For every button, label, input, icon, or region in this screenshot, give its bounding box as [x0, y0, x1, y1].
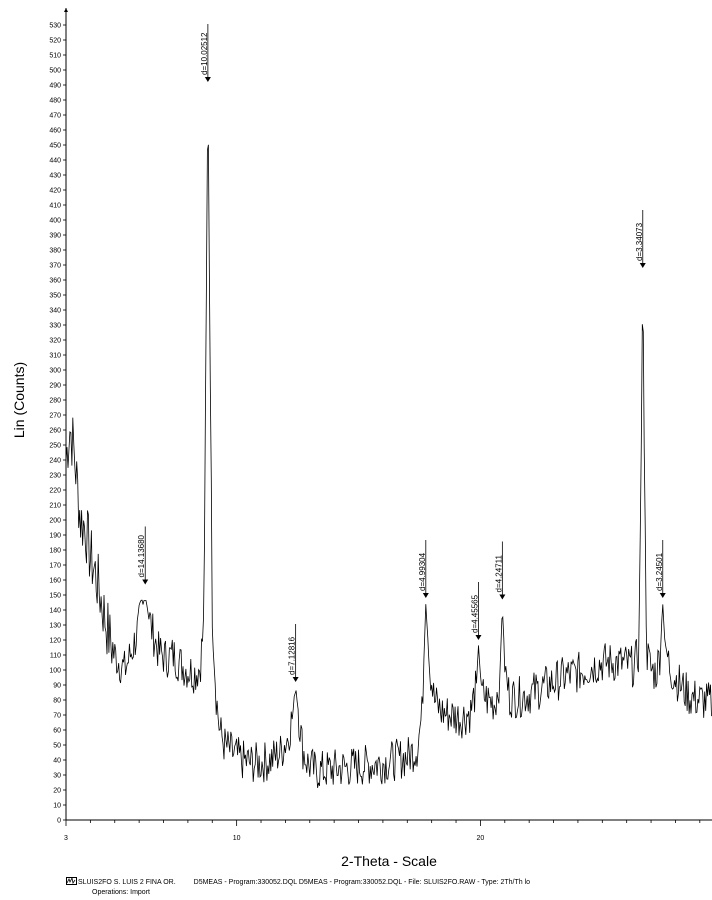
y-tick-label: 340 [49, 308, 61, 315]
peak-marker: d=4.24711 [494, 541, 506, 600]
peak-arrow [499, 594, 506, 600]
sample-name: SLUIS2FO S. LUIS 2 FINA OR. [78, 879, 176, 886]
peak-marker: d=3.34073 [635, 210, 646, 268]
diffractogram-series [65, 144, 712, 788]
peak-label: d=3.24501 [655, 552, 664, 591]
y-tick-label: 430 [49, 173, 61, 180]
y-tick-label: 220 [49, 488, 61, 495]
peak-label: d=4.24711 [494, 555, 503, 593]
peak-marker: d=7.12816 [288, 624, 299, 682]
peak-label: d=4.99304 [418, 552, 427, 591]
y-tick-label: 160 [49, 578, 61, 585]
y-tick-label: 130 [49, 623, 61, 630]
y-tick-label: 450 [49, 143, 61, 150]
peak-arrow [204, 77, 211, 82]
y-tick-label: 10 [53, 803, 61, 810]
y-axis-arrow [64, 8, 68, 12]
peak-markers: d=14.13680 d=10.02512 d=7.12816 d=4.99304 d=… [137, 24, 666, 682]
y-tick-label: 170 [49, 563, 61, 570]
y-tick-label: 480 [49, 98, 61, 105]
y-tick-label: 390 [49, 233, 61, 240]
peak-arrow [475, 635, 482, 640]
y-tick-label: 50 [53, 743, 61, 750]
y-tick-label: 380 [49, 248, 61, 255]
y-tick-label: 180 [49, 548, 61, 555]
y-tick-label: 20 [53, 788, 61, 795]
y-tick-label: 260 [49, 428, 61, 435]
y-tick-label: 270 [49, 413, 61, 420]
y-tick-label: 330 [49, 323, 61, 330]
x-axis-title: 2-Theta - Scale [341, 853, 437, 869]
peak-marker: d=4.45565 [470, 582, 482, 640]
y-axis-title: Lin (Counts) [11, 362, 27, 438]
peak-label: d=4.45565 [470, 594, 479, 633]
scan-info: SLUIS2FO S. LUIS 2 FINA OR. D5MEAS - Prog… [66, 877, 530, 898]
x-tick-label: 3 [64, 835, 68, 842]
y-tick-label: 40 [53, 758, 61, 765]
y-tick-label: 70 [53, 713, 61, 720]
y-tick-label: 500 [49, 68, 61, 75]
y-tick-label: 300 [49, 368, 61, 375]
y-tick-label: 310 [49, 353, 61, 360]
y-tick-label: 350 [49, 293, 61, 300]
peak-arrow [142, 579, 149, 585]
y-tick-label: 250 [49, 443, 61, 450]
series-line [65, 144, 712, 788]
y-tick-label: 0 [57, 818, 61, 825]
peak-label: d=3.34073 [635, 222, 644, 261]
y-tick-label: 120 [49, 638, 61, 645]
y-tick-label: 230 [49, 473, 61, 480]
y-tick-label: 470 [49, 113, 61, 120]
y-tick-label: 320 [49, 338, 61, 345]
y-tick-label: 190 [49, 533, 61, 540]
peak-arrow [639, 263, 646, 268]
y-tick-label: 360 [49, 278, 61, 285]
peak-marker: d=4.99304 [418, 540, 429, 598]
y-tick-label: 460 [49, 128, 61, 135]
y-tick-label: 200 [49, 518, 61, 525]
y-tick-label: 30 [53, 773, 61, 780]
peak-label: d=10.02512 [200, 32, 209, 75]
x-tick-label: 10 [233, 835, 241, 842]
x-axis: 3 10 20 [64, 819, 712, 842]
y-tick-label: 60 [53, 728, 61, 735]
y-tick-label: 530 [49, 23, 61, 30]
y-tick-label: 440 [49, 158, 61, 165]
y-tick-label: 400 [49, 218, 61, 225]
y-tick-label: 490 [49, 83, 61, 90]
y-tick-label: 90 [53, 683, 61, 690]
operations-text: Operations: Import [92, 889, 150, 896]
peak-arrow [422, 593, 429, 598]
y-tick-label: 420 [49, 188, 61, 195]
x-tick-label: 20 [477, 835, 485, 842]
y-tick-label: 110 [50, 653, 61, 660]
peak-label: d=7.12816 [288, 636, 297, 675]
y-tick-label: 410 [49, 203, 61, 210]
y-tick-label: 80 [53, 698, 61, 705]
scan-info-line-1: SLUIS2FO S. LUIS 2 FINA OR. D5MEAS - Prog… [66, 877, 530, 888]
peak-arrow [659, 593, 666, 598]
y-tick-label: 150 [49, 593, 61, 600]
y-tick-label: 240 [49, 458, 61, 465]
xrd-chart: 0 10 20 30 40 50 60 70 80 90 100 110 120 130 140 150 160… [11, 8, 712, 869]
y-tick-label: 290 [49, 383, 61, 390]
pattern-icon [66, 877, 77, 885]
scan-parameters: D5MEAS - Program:330052.DQL D5MEAS - Pro… [193, 879, 531, 886]
y-axis: 0 10 20 30 40 50 60 70 80 90 100 110 120 130 140 150 160… [49, 8, 68, 825]
y-tick-label: 280 [49, 398, 61, 405]
y-tick-label: 140 [49, 608, 61, 615]
peak-arrow [292, 677, 299, 682]
y-tick-label: 520 [49, 38, 61, 45]
y-tick-label: 210 [49, 503, 61, 510]
peak-marker: d=10.02512 [200, 24, 211, 82]
y-tick-label: 510 [49, 53, 61, 60]
peak-label: d=14.13680 [137, 534, 146, 577]
peak-marker: d=3.24501 [655, 540, 666, 598]
peak-marker: d=14.13680 [137, 526, 149, 585]
y-tick-label: 370 [49, 263, 61, 270]
y-tick-label: 100 [49, 668, 61, 675]
